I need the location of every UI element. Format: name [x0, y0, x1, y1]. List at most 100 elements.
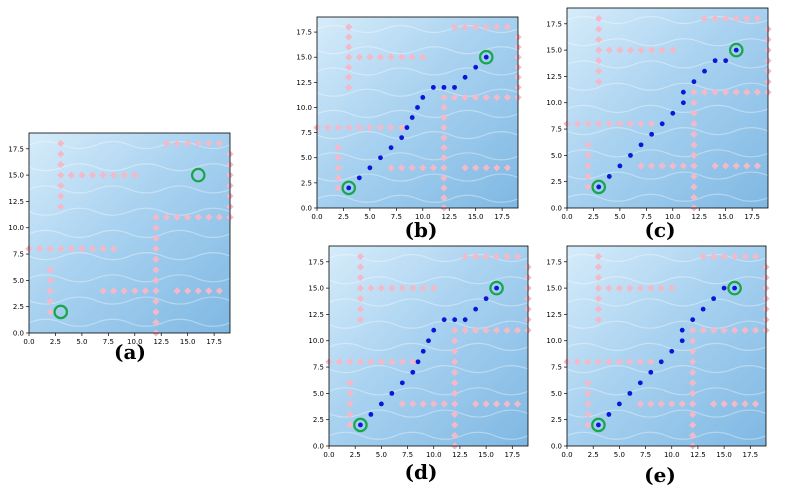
obstacle-marker [345, 23, 353, 31]
path-point [420, 348, 426, 354]
water-caustics [328, 253, 529, 440]
caustic-line [328, 387, 529, 396]
obstacle-marker [88, 171, 97, 179]
obstacle-marker [152, 287, 160, 295]
obstacle-marker [700, 88, 709, 96]
x-tick-label: 12.5 [690, 451, 706, 459]
path-point [378, 155, 383, 161]
obstacle-marker [215, 213, 224, 221]
obstacle-marker [743, 162, 751, 170]
caustic-line [566, 342, 767, 351]
obstacle-marker [194, 139, 202, 148]
obstacle-marker [690, 120, 698, 128]
x-tick-label: 0.0 [323, 451, 334, 459]
caustic-line [566, 193, 769, 202]
x-tick-label: 5.0 [614, 213, 625, 221]
obstacle-marker [743, 14, 751, 23]
obstacle-marker [753, 162, 762, 170]
obstacle-marker [595, 25, 603, 33]
obstacle-marker [194, 213, 202, 221]
path-point [691, 79, 697, 85]
plot-frame [28, 132, 231, 334]
caustic-line [316, 131, 519, 140]
caustic-line [328, 276, 529, 285]
obstacle-marker [46, 287, 54, 295]
obstacle-marker [658, 162, 666, 170]
obstacle-marker [356, 284, 365, 292]
obstacle-marker [57, 203, 65, 211]
x-tick-label: 0.0 [561, 451, 572, 459]
obstacle-marker [647, 400, 655, 408]
obstacle-marker [366, 53, 374, 61]
x-tick-label: 7.5 [391, 213, 402, 221]
y-tick-label: 15.0 [308, 285, 324, 293]
obstacle-marker [46, 266, 54, 274]
y-tick-label: 12.5 [296, 79, 312, 87]
path-point [679, 327, 685, 333]
obstacle-marker [356, 273, 365, 282]
x-tick-label: 17.5 [504, 451, 520, 459]
obstacle-marker [732, 88, 740, 96]
caustic-line [328, 409, 529, 418]
obstacle-marker [440, 123, 448, 132]
path-point [649, 131, 655, 137]
path-point [346, 185, 352, 191]
path-point [356, 175, 362, 181]
obstacle-marker [690, 99, 698, 107]
obstacle-marker [594, 252, 603, 261]
obstacle-marker [450, 93, 459, 102]
obstacle-marker [356, 316, 365, 324]
obstacle-marker [493, 164, 501, 172]
obstacle-marker [647, 284, 655, 292]
obstacle-marker [345, 83, 353, 91]
y-tick-label: 15.0 [546, 47, 562, 55]
x-tick-label: 2.5 [588, 213, 599, 221]
caustic-line [316, 194, 519, 203]
x-tick-label: 2.5 [350, 451, 361, 459]
path-point [431, 327, 437, 333]
obstacle-marker [408, 164, 416, 172]
y-tick-label: 17.5 [308, 258, 324, 266]
obstacle-marker [152, 234, 160, 242]
obstacle-marker [595, 78, 603, 86]
y-tick-label: 2.5 [313, 416, 324, 424]
obstacle-marker [503, 326, 511, 334]
obstacle-marker [173, 213, 181, 221]
obstacle-marker [387, 164, 395, 172]
obstacle-marker [689, 368, 697, 376]
obstacle-marker [720, 252, 728, 261]
obstacle-marker [594, 305, 603, 313]
caustic-line [566, 387, 767, 396]
obstacle-marker [690, 162, 698, 170]
path-point [399, 380, 405, 386]
x-tick-label: 15.0 [718, 213, 734, 221]
caustic-line [316, 24, 519, 34]
y-tick-label: 2.5 [301, 179, 312, 187]
obstacle-marker [99, 287, 107, 295]
obstacle-marker [699, 326, 707, 334]
obstacle-marker [657, 284, 665, 292]
obstacle-marker [88, 245, 97, 253]
obstacle-marker [152, 308, 160, 316]
obstacle-marker [689, 326, 697, 334]
obstacle-marker [648, 46, 656, 54]
x-tick-label: 2.5 [338, 213, 349, 221]
obstacle-marker [482, 164, 490, 172]
y-tick-label: 15.0 [546, 285, 562, 293]
path-point [388, 145, 394, 151]
obstacle-marker [503, 93, 512, 102]
path-point [483, 296, 489, 302]
x-tick-label: 15.0 [716, 451, 732, 459]
obstacle-marker [741, 400, 749, 408]
x-tick-label: 10.0 [127, 338, 143, 346]
obstacle-marker [594, 273, 603, 282]
caustic-line [28, 296, 231, 305]
obstacle-marker [387, 53, 395, 61]
y-tick-label: 0.0 [301, 205, 312, 213]
obstacle-marker [346, 358, 354, 366]
path-point [721, 285, 727, 291]
path-point [628, 152, 633, 158]
